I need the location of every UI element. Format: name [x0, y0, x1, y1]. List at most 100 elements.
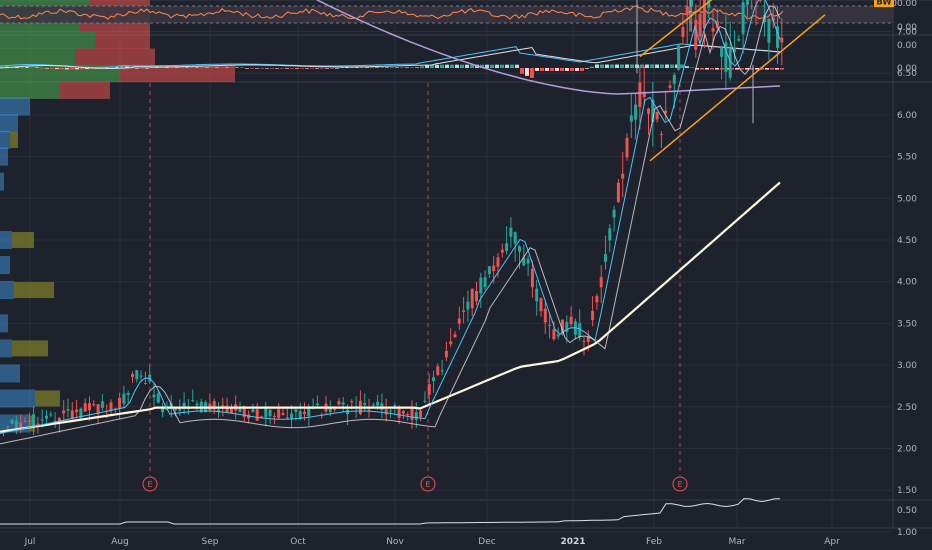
macd-histogram-bar [185, 67, 189, 68]
price-tick-label: 1.50 [897, 486, 917, 496]
candle-down [303, 411, 306, 414]
macd-histogram-bar [515, 64, 519, 68]
volume-profile-bar-olive [35, 390, 60, 407]
macd-histogram-bar [145, 68, 149, 69]
rsi-band [0, 6, 893, 23]
candle-up [505, 243, 509, 251]
price-tick-label: 2.00 [897, 445, 917, 455]
macd-histogram-bar [400, 67, 404, 68]
macd-histogram-bar [40, 68, 44, 69]
volume-profile-bar-up [0, 48, 75, 66]
candle-down [410, 407, 414, 420]
macd-histogram-bar [545, 68, 549, 71]
candle-down [582, 341, 586, 343]
macd-histogram-bar [715, 68, 719, 70]
macd-histogram-bar [170, 67, 174, 68]
candle-up [393, 405, 397, 407]
candle-up [440, 370, 444, 372]
macd-histogram-bar [550, 68, 554, 71]
macd-histogram-bar [285, 68, 289, 69]
time-axis-label: Dec [478, 537, 495, 547]
candle-down [229, 408, 233, 414]
macd-histogram-bar [125, 66, 129, 68]
macd-histogram-bar [655, 64, 659, 68]
candle-down [552, 329, 556, 340]
price-tick-label: 3.00 [897, 361, 917, 371]
candle-down [212, 400, 216, 410]
candle-up [487, 266, 491, 274]
macd-histogram-bar [85, 68, 89, 70]
candle-down [599, 277, 603, 288]
volume-profile-bar-blue [0, 130, 10, 149]
macd-histogram-bar [685, 66, 689, 68]
earnings-marker [420, 476, 436, 492]
macd-histogram-bar [205, 67, 209, 68]
candle-down [638, 82, 642, 107]
time-axis-label: Feb [646, 537, 662, 547]
macd-histogram-bar [155, 67, 159, 68]
price-tick-label: 1.00 [897, 528, 917, 538]
candle-up [14, 420, 18, 428]
price-tick-label: 4.50 [897, 236, 917, 246]
macd-histogram-bar [330, 68, 334, 69]
macd-histogram-bar [755, 68, 759, 70]
candle-down [406, 413, 410, 416]
candle-up [126, 392, 130, 395]
macd-histogram-bar [775, 68, 779, 70]
bw-badge-label: BW [876, 0, 892, 8]
candle-down [143, 383, 147, 385]
candle-down [436, 366, 440, 375]
candle-down [591, 310, 595, 321]
candle-down [118, 397, 122, 409]
candle-up [100, 401, 104, 408]
volume-profile-bar-up [0, 65, 120, 83]
candle-down [569, 316, 573, 325]
candle-up [264, 408, 268, 418]
macd-histogram-bar [365, 67, 369, 68]
macd-histogram-bar [465, 64, 469, 68]
macd-histogram-bar [75, 68, 79, 70]
macd-histogram-bar [595, 64, 599, 68]
candle-down [109, 402, 113, 412]
candle-up [414, 412, 418, 420]
volume-profile-bar-olive [14, 282, 54, 299]
volume-profile-bar-blue [0, 256, 10, 275]
candle-down [255, 409, 259, 421]
candle-down [131, 374, 134, 377]
macd-histogram-bar [670, 64, 674, 68]
macd-histogram-bar [350, 67, 354, 68]
candle-up [612, 209, 616, 218]
candle-up [526, 258, 530, 264]
price-axis: 10.5010.009.509.008.508.007.507.006.506.… [874, 0, 917, 538]
macd-histogram-bar [390, 67, 394, 68]
macd-histogram-bar [640, 64, 644, 68]
macd-histogram-bar [260, 68, 264, 69]
candle-up [733, 47, 736, 52]
candle-up [251, 409, 255, 413]
candle-up [432, 377, 435, 382]
candle-down [616, 182, 620, 203]
macd-histogram-bar [700, 68, 704, 70]
macd-histogram-bar [500, 64, 504, 68]
earnings-marker-label: E [677, 480, 682, 489]
macd-histogram-bar [455, 64, 459, 68]
rsi-pane: 100.00 0.00 [0, 0, 917, 33]
macd-histogram-bar [25, 67, 29, 68]
macd-histogram-bar [765, 68, 769, 70]
candle-up [152, 394, 156, 398]
candle-up [122, 393, 126, 404]
macd-histogram-bar [360, 67, 364, 68]
macd-histogram-bar [695, 68, 699, 70]
candle-up [178, 408, 182, 411]
candle-up [161, 408, 165, 413]
candle-down [642, 91, 646, 98]
macd-histogram-bar [405, 67, 409, 68]
volume-profile [0, 0, 235, 433]
time-axis: Jul Aug Sep Oct Nov Dec 2021 Feb Mar Apr [24, 537, 841, 547]
candle-down [715, 21, 719, 28]
macd-histogram-bar [435, 64, 439, 68]
macd-histogram-bar [175, 67, 179, 68]
candle-up [174, 408, 177, 411]
macd-histogram-bar [325, 68, 329, 69]
